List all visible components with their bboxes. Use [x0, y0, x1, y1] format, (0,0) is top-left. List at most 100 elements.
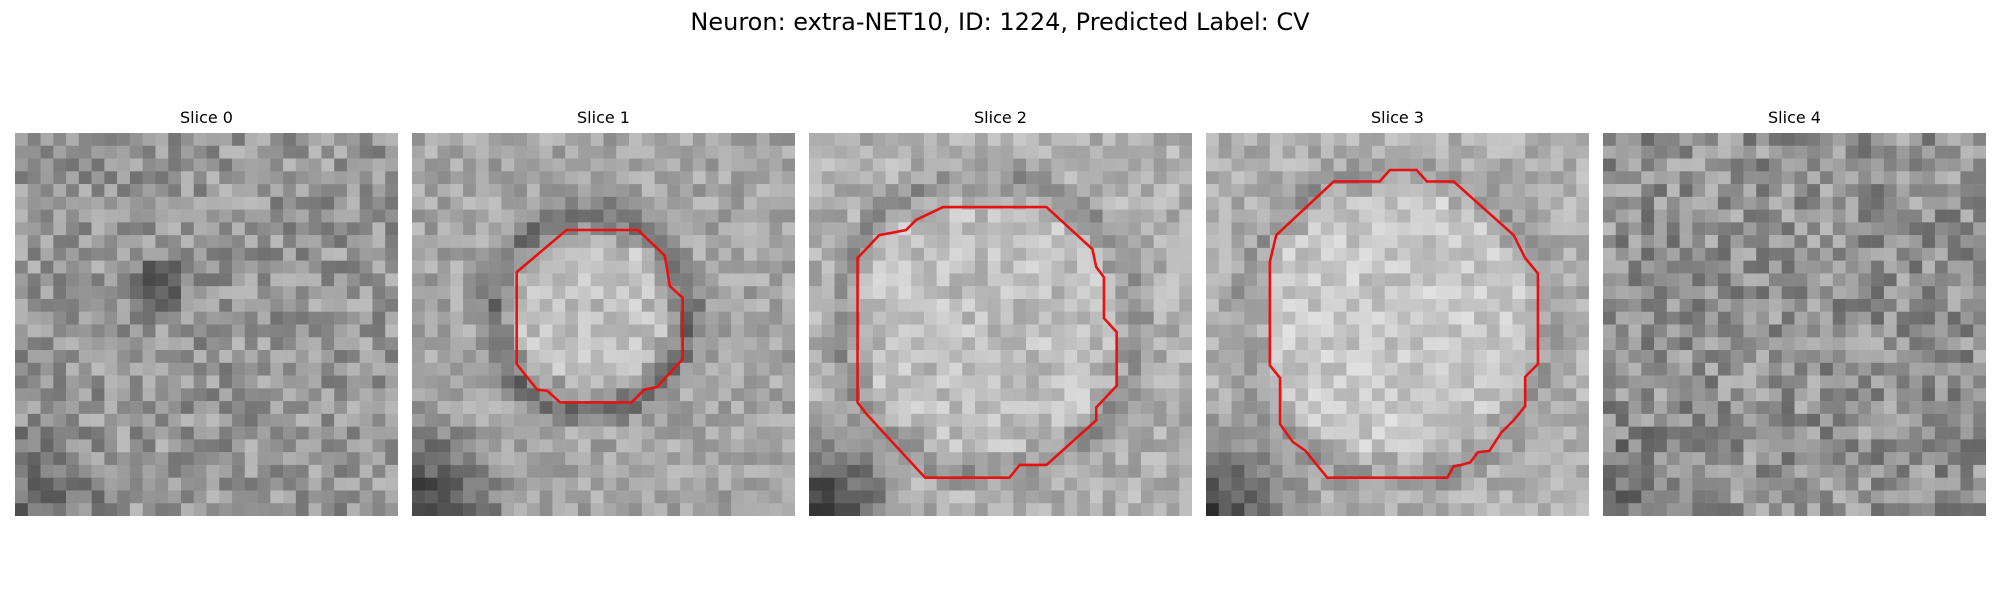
image-pixel — [1269, 273, 1283, 287]
image-pixel — [514, 133, 528, 147]
image-pixel — [168, 209, 182, 223]
image-pixel — [1038, 311, 1052, 325]
image-pixel — [346, 298, 360, 312]
image-pixel — [359, 477, 373, 491]
image-pixel — [821, 222, 835, 236]
image-pixel — [1705, 133, 1719, 147]
image-pixel — [1781, 133, 1795, 147]
image-pixel — [1832, 158, 1846, 172]
image-pixel — [1153, 337, 1167, 351]
image-pixel — [1435, 247, 1449, 261]
image-pixel — [1474, 247, 1488, 261]
image-pixel — [1244, 439, 1258, 453]
image-pixel — [27, 452, 41, 466]
image-pixel — [129, 158, 143, 172]
image-pixel — [1051, 196, 1065, 210]
image-pixel — [372, 273, 386, 287]
image-pixel — [1896, 247, 1910, 261]
image-pixel — [257, 171, 271, 185]
image-pixel — [15, 222, 29, 236]
image-pixel — [232, 426, 246, 440]
image-pixel — [359, 286, 373, 300]
image-pixel — [1128, 388, 1142, 402]
image-pixel — [129, 490, 143, 504]
image-pixel — [1717, 260, 1731, 274]
image-pixel — [283, 490, 297, 504]
image-pixel — [1231, 196, 1245, 210]
image-pixel — [769, 426, 783, 440]
image-pixel — [1295, 222, 1309, 236]
image-pixel — [1615, 286, 1629, 300]
image-pixel — [782, 375, 795, 389]
image-pixel — [180, 464, 194, 478]
image-pixel — [1871, 260, 1885, 274]
image-pixel — [987, 362, 1001, 376]
image-pixel — [359, 401, 373, 415]
slice-panel-3: Slice 3 — [1206, 108, 1589, 516]
image-pixel — [705, 311, 719, 325]
image-pixel — [629, 362, 643, 376]
image-pixel — [526, 388, 540, 402]
image-pixel — [372, 209, 386, 223]
image-pixel — [1371, 247, 1385, 261]
image-pixel — [629, 464, 643, 478]
image-pixel — [911, 145, 925, 159]
image-pixel — [1013, 388, 1027, 402]
image-pixel — [590, 247, 604, 261]
image-pixel — [1615, 273, 1629, 287]
image-pixel — [1128, 171, 1142, 185]
image-pixel — [1231, 477, 1245, 491]
image-pixel — [155, 362, 169, 376]
image-pixel — [1308, 413, 1322, 427]
image-pixel — [872, 477, 886, 491]
image-pixel — [898, 235, 912, 249]
image-pixel — [1550, 452, 1564, 466]
image-pixel — [731, 350, 745, 364]
image-pixel — [1973, 464, 1986, 478]
image-pixel — [1371, 184, 1385, 198]
image-pixel — [1845, 260, 1859, 274]
image-pixel — [334, 477, 348, 491]
image-pixel — [1231, 464, 1245, 478]
image-pixel — [1333, 375, 1347, 389]
image-pixel — [1628, 452, 1642, 466]
image-pixel — [667, 439, 681, 453]
image-pixel — [1244, 273, 1258, 287]
image-pixel — [308, 350, 322, 364]
image-pixel — [1883, 452, 1897, 466]
image-pixel — [680, 413, 694, 427]
image-pixel — [769, 184, 783, 198]
image-pixel — [1359, 503, 1373, 516]
image-pixel — [680, 362, 694, 376]
image-pixel — [1397, 298, 1411, 312]
image-pixel — [1909, 184, 1923, 198]
image-pixel — [1206, 171, 1220, 185]
image-pixel — [565, 503, 579, 516]
image-pixel — [129, 145, 143, 159]
image-pixel — [949, 235, 963, 249]
image-pixel — [1077, 452, 1091, 466]
image-pixel — [1654, 350, 1668, 364]
image-pixel — [590, 273, 604, 287]
image-pixel — [1166, 311, 1180, 325]
image-pixel — [308, 260, 322, 274]
image-pixel — [91, 337, 105, 351]
image-pixel — [1102, 286, 1116, 300]
image-pixel — [911, 375, 925, 389]
image-pixel — [667, 503, 681, 516]
image-pixel — [1550, 413, 1564, 427]
image-pixel — [1512, 273, 1526, 287]
image-pixel — [270, 350, 284, 364]
image-pixel — [1794, 209, 1808, 223]
image-pixel — [885, 273, 899, 287]
image-pixel — [308, 209, 322, 223]
image-pixel — [769, 503, 783, 516]
image-pixel — [295, 298, 309, 312]
image-pixel — [1179, 222, 1192, 236]
image-pixel — [1295, 464, 1309, 478]
image-pixel — [66, 286, 80, 300]
image-pixel — [1257, 477, 1271, 491]
image-pixel — [1359, 145, 1373, 159]
image-pixel — [1308, 247, 1322, 261]
image-pixel — [1563, 324, 1577, 338]
